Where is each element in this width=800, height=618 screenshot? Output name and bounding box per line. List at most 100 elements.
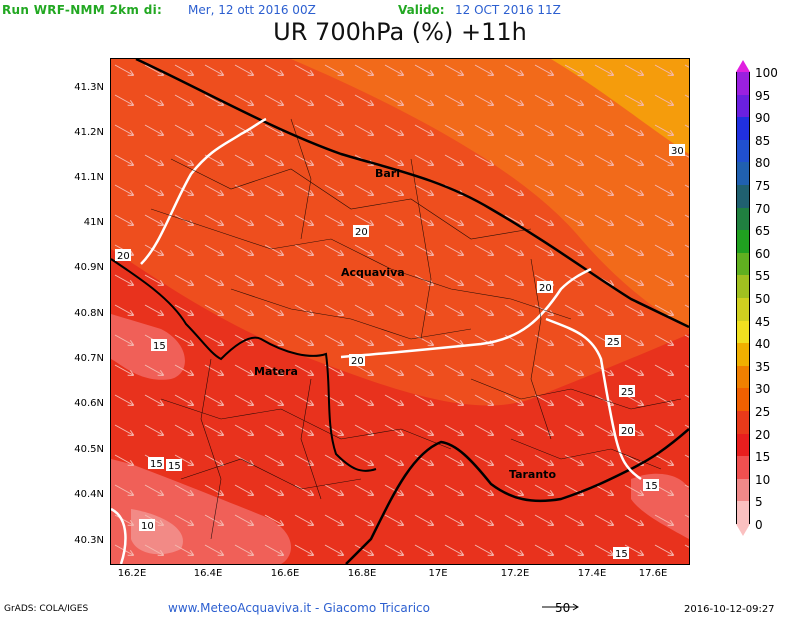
map-canvas: Bari Acquaviva Matera Taranto 30 20 20 2… (110, 57, 690, 565)
colorbar-segment (736, 478, 750, 502)
run-date: Mer, 12 ott 2016 00Z (188, 3, 316, 17)
colorbar-label: 80 (755, 156, 771, 171)
contour-label: 30 (671, 146, 684, 157)
province-border-3 (545, 317, 642, 481)
colorbar-label: 45 (755, 314, 771, 329)
lon-tick: 16.6E (270, 568, 300, 579)
lon-tick: 16.4E (193, 568, 223, 579)
colorbar-segment (736, 343, 750, 367)
colorbar-top-arrow (736, 60, 750, 72)
colorbar-label: 10 (755, 472, 771, 487)
wind-vectors (111, 59, 689, 564)
coastline-adriatic (135, 57, 690, 329)
lat-tick: 41.2N (74, 127, 104, 138)
lon-tick: 17.4E (577, 568, 607, 579)
colorbar-label: 15 (755, 450, 771, 465)
city-acquaviva: Acquaviva (341, 266, 405, 279)
colorbar-label: 85 (755, 133, 771, 148)
province-border-2 (340, 267, 592, 359)
colorbar-label: 20 (755, 427, 771, 442)
lon-tick: 17E (428, 568, 448, 579)
vector-reference-arrow (542, 596, 582, 615)
colorbar-label: 100 (755, 66, 778, 80)
contour-label: 25 (607, 337, 620, 348)
forecast-map: Bari Acquaviva Matera Taranto 30 20 20 2… (110, 57, 690, 565)
colorbar-label: 90 (755, 111, 771, 126)
lat-tick: 40.4N (74, 489, 104, 500)
colorbar-segment (736, 433, 750, 457)
lat-tick: 40.6N (74, 398, 104, 409)
valid-label: Valido: (398, 3, 445, 17)
lon-tick: 16.2E (117, 568, 147, 579)
coastline-ionian (345, 428, 690, 565)
contour-label: 20 (539, 283, 552, 294)
contour-label: 15 (153, 341, 166, 352)
colorbar-segment (736, 501, 750, 525)
lat-tick: 40.3N (74, 535, 104, 546)
city-matera: Matera (254, 365, 298, 378)
colorbar-label: 0 (755, 518, 763, 532)
lon-tick: 16.8E (347, 568, 377, 579)
colorbar (736, 60, 750, 560)
colorbar-segment (736, 207, 750, 231)
region-border (110, 258, 377, 472)
colorbar-segment (736, 72, 750, 96)
colorbar-segment (736, 117, 750, 141)
lat-tick: 40.8N (74, 308, 104, 319)
colorbar-segment (736, 230, 750, 254)
colorbar-segment (736, 298, 750, 322)
colorbar-label: 50 (755, 292, 771, 306)
lat-tick: 40.7N (74, 353, 104, 364)
contour-labels: 30 20 20 20 20 25 25 20 15 15 15 15 10 1… (115, 144, 685, 560)
contour-label: 25 (621, 387, 634, 398)
colorbar-segment (736, 162, 750, 186)
colorbar-label: 95 (755, 88, 771, 103)
lat-tick: 40.5N (74, 444, 104, 455)
lat-tick: 40.9N (74, 262, 104, 273)
lat-tick: 41.3N (74, 82, 104, 93)
colorbar-label: 55 (755, 269, 771, 284)
contour-label: 20 (117, 251, 130, 262)
province-border-1 (140, 117, 267, 265)
colorbar-segment (736, 139, 750, 163)
contour-label: 20 (355, 227, 368, 238)
colorbar-label: 65 (755, 224, 771, 239)
contour-label: 20 (351, 356, 364, 367)
colorbar-bottom-arrow (736, 524, 750, 536)
colorbar-label: 70 (755, 201, 771, 216)
colorbar-segment (736, 411, 750, 435)
colorbar-segment (736, 185, 750, 209)
map-title: UR 700hPa (%) +11h (273, 18, 527, 46)
colorbar-segment (736, 388, 750, 412)
colorbar-segment (736, 275, 750, 299)
lat-tick: 41N (83, 217, 104, 228)
colorbar-label: 35 (755, 359, 771, 374)
colorbar-segment (736, 365, 750, 389)
contour-label: 15 (615, 549, 628, 560)
lon-tick: 17.2E (500, 568, 530, 579)
contour-label: 15 (645, 481, 658, 492)
valid-time: 12 OCT 2016 11Z (455, 3, 561, 17)
colorbar-segment (736, 320, 750, 344)
colorbar-label: 5 (755, 495, 763, 510)
grads-credit: GrADS: COLA/IGES (4, 604, 89, 614)
colorbar-segment (736, 456, 750, 480)
contour-label: 15 (168, 461, 181, 472)
colorbar-label: 40 (755, 337, 771, 352)
colorbar-label: 60 (755, 246, 771, 261)
municipal-borders (150, 118, 682, 540)
colorbar-label: 25 (755, 405, 771, 419)
lon-tick: 17.6E (638, 568, 668, 579)
lat-tick: 41.1N (74, 172, 104, 183)
colorbar-segment (736, 94, 750, 118)
site-credit: www.MeteoAcquaviva.it - Giacomo Tricaric… (168, 601, 430, 615)
contour-label: 15 (150, 459, 163, 470)
colorbar-label: 75 (755, 179, 771, 193)
run-label: Run WRF-NMM 2km di: (2, 3, 163, 17)
colorbar-label: 30 (755, 382, 771, 397)
contour-label: 10 (141, 521, 154, 532)
vector-reference-label: 50 (555, 601, 571, 615)
city-bari: Bari (375, 167, 400, 180)
colorbar-segment (736, 252, 750, 276)
city-taranto: Taranto (509, 468, 556, 481)
